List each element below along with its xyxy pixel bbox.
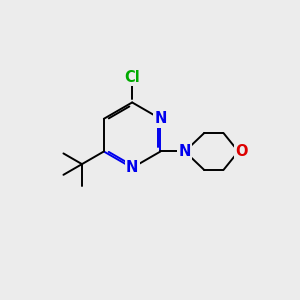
Text: N: N [126,160,138,175]
Text: N: N [154,111,167,126]
Text: N: N [179,144,191,159]
Text: O: O [235,144,248,159]
Text: Cl: Cl [124,70,140,85]
